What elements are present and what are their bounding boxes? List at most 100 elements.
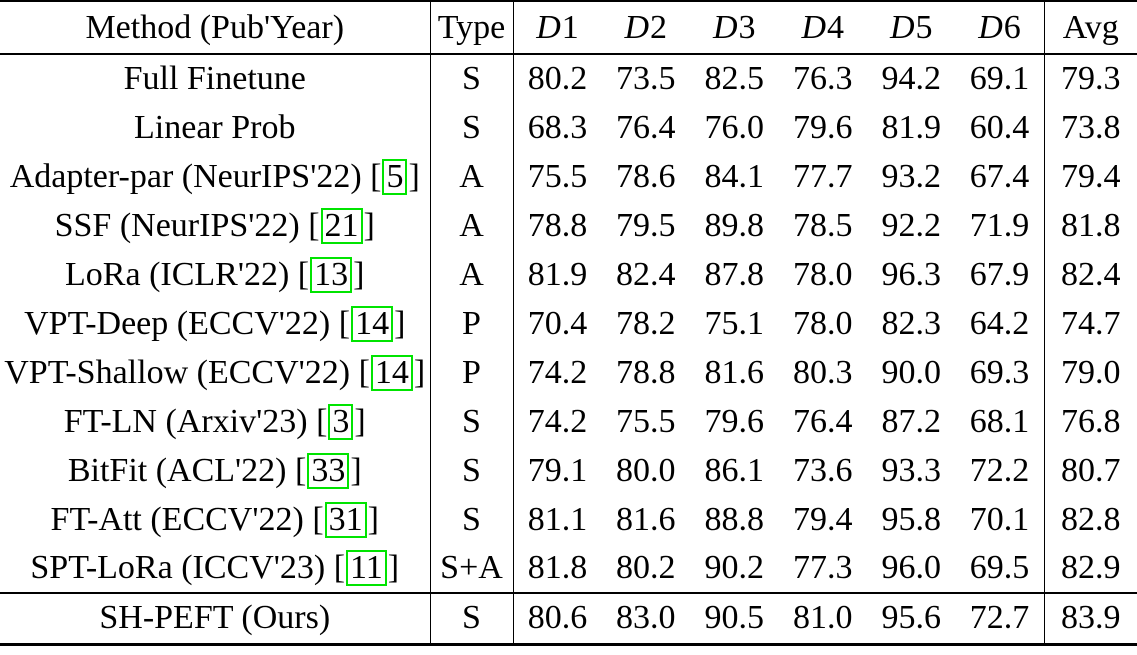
value-cell-d6: 69.3: [955, 348, 1045, 397]
value-cell-d4: 79.6: [793, 108, 853, 146]
value-cell-d2: 78.2: [616, 304, 676, 342]
type-cell: S: [430, 103, 514, 152]
method-cell: SH-PEFT (Ours): [0, 593, 431, 644]
value-cell-d5: 81.9: [881, 108, 942, 146]
value-cell-d4: 76.3: [793, 60, 853, 97]
header-method: Method (Pub'Year): [0, 1, 431, 54]
header-dataset-d5: D5: [889, 8, 933, 46]
avg-cell: 79.3: [1061, 60, 1121, 97]
value-cell-d2: 78.6: [616, 157, 676, 195]
value-cell-d4: 81.0: [793, 599, 853, 637]
table-row: Linear Prob S 68.3 76.4 76.0 79.6 81.9 60.4 73.8: [0, 103, 1137, 152]
value-cell-d2: 83.0: [616, 599, 676, 637]
value-cell-d5: 92.2: [881, 206, 942, 244]
value-cell-d4: 80.3: [793, 353, 853, 391]
value-cell-d3: 82.5: [704, 60, 765, 97]
value-cell-d1: 81.8: [527, 549, 588, 586]
table-row: SSF (NeurIPS'22) [21] A 78.8 79.5 89.8 78.5 92…: [0, 201, 1137, 250]
value-cell-d3: 76.0: [704, 108, 765, 146]
value-cell-d3: 75.1: [704, 304, 765, 342]
script-d-glyph: D: [889, 8, 915, 46]
table-row: FT-Att (ECCV'22) [31] S 81.1 81.6 88.8 79.4 95…: [0, 495, 1137, 544]
citation-link[interactable]: 13: [310, 256, 353, 293]
table-body: Full Finetune S 80.2 73.5 82.5 76.3 94.2 69.1 79…: [0, 54, 1137, 644]
citation-link[interactable]: 11: [346, 550, 387, 587]
header-dataset-d2: D2: [624, 8, 668, 46]
value-cell-d1: 74.2: [527, 353, 588, 391]
avg-cell: 76.8: [1061, 402, 1121, 440]
table-row: FT-LN (Arxiv'23) [3] S 74.2 75.5 79.6 76.4 87.…: [0, 397, 1137, 446]
citation-link[interactable]: 33: [307, 452, 350, 489]
value-cell-d1: 80.6: [527, 599, 588, 637]
type-cell: S: [430, 495, 514, 544]
method-cell: Full Finetune: [0, 54, 431, 103]
value-cell-d6: 72.7: [955, 593, 1045, 644]
value-cell-d6: 70.1: [955, 495, 1045, 544]
citation-link[interactable]: 3: [328, 403, 354, 440]
value-cell-d4: 78.5: [793, 206, 853, 244]
avg-cell: 73.8: [1061, 108, 1121, 146]
value-cell-d1: 79.1: [527, 451, 588, 489]
value-cell-d6: 67.4: [955, 152, 1045, 201]
value-cell-d4: 79.4: [793, 500, 853, 538]
script-d-glyph: D: [978, 8, 1003, 46]
script-d-glyph: D: [801, 8, 827, 46]
type-cell: P: [430, 299, 514, 348]
table-row-ours: SH-PEFT (Ours) S 80.6 83.0 90.5 81.0 95.6 72.7 8…: [0, 593, 1137, 644]
value-cell-d2: 75.5: [616, 402, 676, 440]
value-cell-d2: 80.2: [616, 549, 676, 586]
value-cell-d5: 96.0: [881, 549, 942, 586]
avg-cell: 82.9: [1061, 549, 1121, 586]
value-cell-d2: 78.8: [616, 353, 676, 391]
value-cell-d5: 87.2: [881, 402, 942, 440]
value-cell-d4: 78.0: [793, 304, 853, 342]
value-cell-d5: 96.3: [881, 255, 942, 293]
value-cell-d2: 76.4: [616, 108, 676, 146]
type-cell: S+A: [430, 544, 514, 593]
value-cell-d1: 81.1: [527, 500, 588, 538]
type-cell: S: [430, 446, 514, 495]
method-cell: BitFit (ACL'22) [33]: [0, 446, 431, 495]
type-cell: A: [430, 152, 514, 201]
value-cell-d3: 89.8: [704, 206, 765, 244]
table-row: SPT-LoRa (ICCV'23) [11] S+A 81.8 80.2 90.2 77…: [0, 544, 1137, 593]
value-cell-d3: 90.2: [704, 549, 765, 586]
script-d-glyph: D: [536, 8, 561, 46]
value-cell-d5: 82.3: [881, 304, 942, 342]
citation-link[interactable]: 14: [351, 305, 394, 342]
value-cell-d2: 81.6: [616, 500, 676, 538]
value-cell-d3: 79.6: [704, 402, 765, 440]
citation-link[interactable]: 31: [324, 501, 367, 538]
value-cell-d1: 78.8: [527, 206, 588, 244]
value-cell-d3: 86.1: [704, 451, 765, 489]
value-cell-d1: 81.9: [527, 255, 588, 293]
value-cell-d1: 80.2: [527, 60, 588, 97]
value-cell-d6: 68.1: [955, 397, 1045, 446]
table-row: VPT-Deep (ECCV'22) [14] P 70.4 78.2 75.1 78.0…: [0, 299, 1137, 348]
value-cell-d5: 95.6: [881, 599, 942, 637]
avg-cell: 82.4: [1061, 255, 1121, 293]
header-avg: Avg: [1062, 8, 1119, 46]
table-row: LoRa (ICLR'22) [13] A 81.9 82.4 87.8 78.0 96.3…: [0, 250, 1137, 299]
value-cell-d4: 78.0: [793, 255, 853, 293]
value-cell-d3: 90.5: [704, 599, 765, 637]
header-row: Method (Pub'Year) Type D1 D2 D3 D4 D5 D6 Avg: [0, 1, 1137, 54]
header-dataset-d1: D1: [536, 8, 579, 46]
value-cell-d6: 72.2: [955, 446, 1045, 495]
value-cell-d6: 67.9: [955, 250, 1045, 299]
citation-link[interactable]: 21: [320, 207, 363, 244]
value-cell-d4: 73.6: [793, 451, 853, 489]
method-cell: VPT-Deep (ECCV'22) [14]: [0, 299, 431, 348]
value-cell-d4: 76.4: [793, 402, 853, 440]
value-cell-d5: 90.0: [881, 353, 942, 391]
value-cell-d6: 71.9: [955, 201, 1045, 250]
citation-link[interactable]: 14: [370, 354, 413, 391]
header-type: Type: [430, 1, 514, 54]
citation-link[interactable]: 5: [382, 158, 408, 195]
value-cell-d1: 75.5: [527, 157, 588, 195]
table-row: Adapter-par (NeurIPS'22) [5] A 75.5 78.6 84.…: [0, 152, 1137, 201]
value-cell-d1: 70.4: [527, 304, 588, 342]
table-row: Full Finetune S 80.2 73.5 82.5 76.3 94.2 69.1 79…: [0, 54, 1137, 103]
value-cell-d5: 93.3: [881, 451, 942, 489]
